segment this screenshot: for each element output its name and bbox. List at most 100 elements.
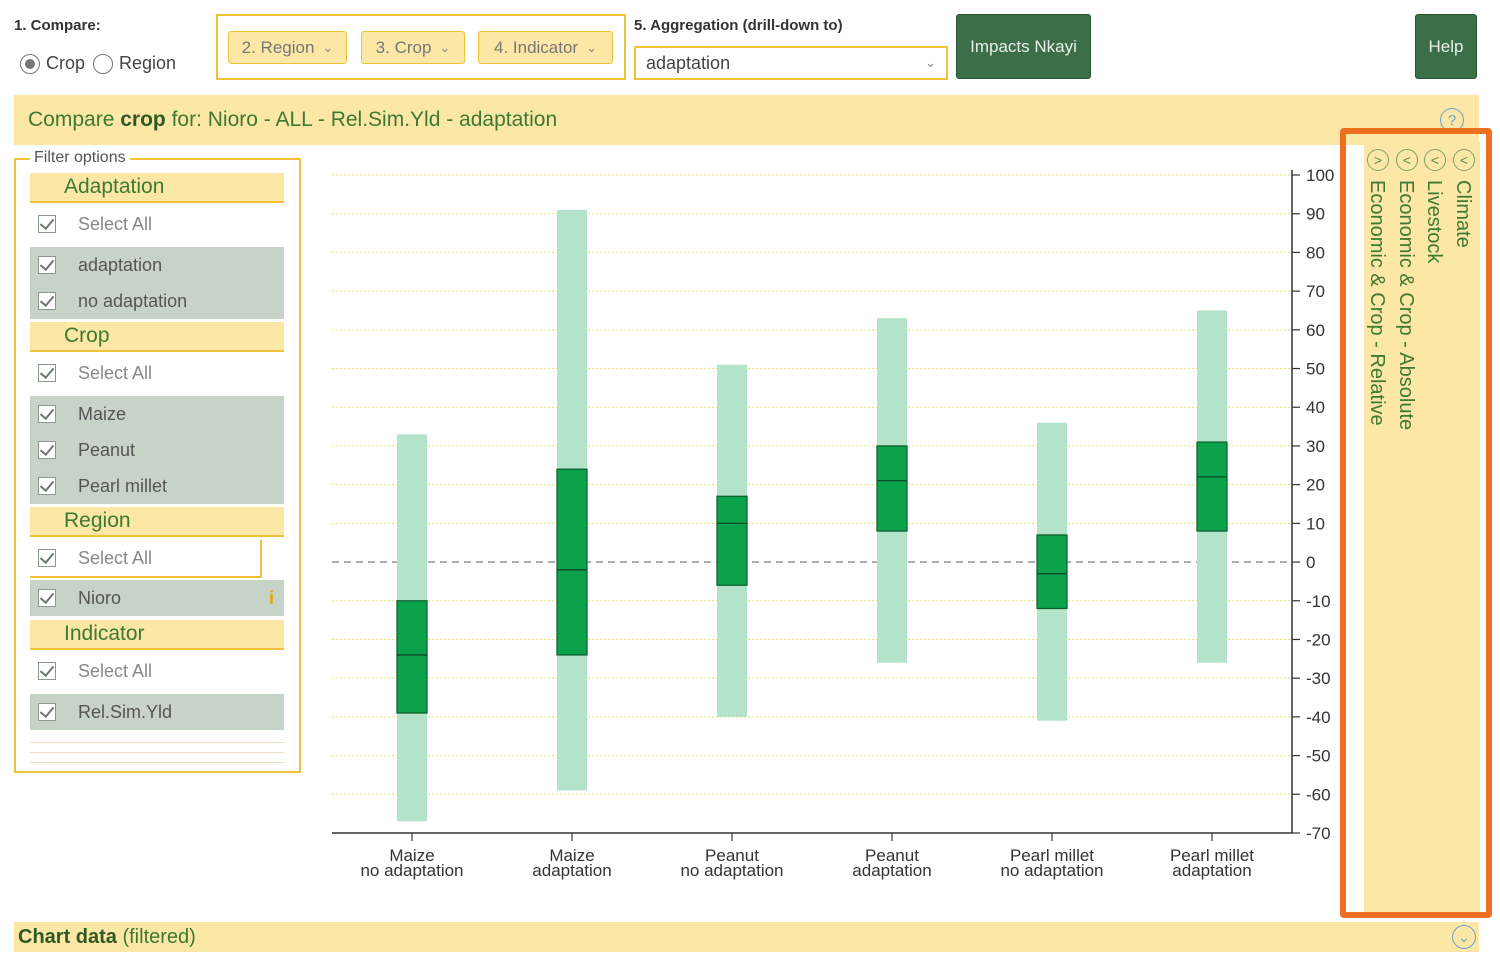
- checkbox-icon[interactable]: [38, 477, 56, 495]
- side-tab-econ-relative[interactable]: Economic & Crop - Relative: [1366, 180, 1388, 426]
- side-tab-climate[interactable]: Climate: [1452, 180, 1474, 248]
- x-tick-label: Peanut: [865, 846, 919, 865]
- x-tick-label: adaptation: [852, 861, 931, 880]
- checkbox-icon[interactable]: [38, 256, 56, 274]
- chart-data-title: Chart data: [18, 925, 117, 948]
- radio-region-label: Region: [119, 53, 177, 73]
- compare-label: 1. Compare:: [14, 17, 101, 34]
- y-tick-label: -70: [1306, 824, 1331, 843]
- info-icon[interactable]: i: [268, 587, 274, 608]
- filter-select-all[interactable]: Select All: [30, 206, 284, 242]
- checkbox-icon[interactable]: [38, 703, 56, 721]
- filter-item-label: Maize: [78, 403, 127, 424]
- y-tick-label: 70: [1306, 282, 1325, 301]
- divider: [30, 742, 284, 743]
- checkbox-icon[interactable]: [38, 441, 56, 459]
- filter-item-label: adaptation: [78, 254, 163, 275]
- expand-down-icon[interactable]: ⌄: [1452, 925, 1476, 949]
- radio-region[interactable]: [93, 53, 114, 74]
- iqr-box: [556, 468, 588, 656]
- help-button-label: Help: [1428, 36, 1464, 56]
- y-tick-label: -60: [1306, 785, 1331, 804]
- filter-section-adaptation: Adaptation: [30, 173, 284, 203]
- x-tick-label: adaptation: [532, 861, 611, 880]
- filter-item[interactable]: no adaptation: [30, 283, 284, 319]
- checkbox-icon[interactable]: [38, 292, 56, 310]
- y-tick-label: -50: [1306, 747, 1331, 766]
- indicator-dropdown[interactable]: 4. Indicator ⌄: [478, 31, 613, 64]
- checkbox-icon[interactable]: [38, 405, 56, 423]
- chevron-right-icon[interactable]: >: [1367, 149, 1389, 171]
- impacts-button-label: Impacts Nkayi: [970, 36, 1077, 56]
- help-button[interactable]: Help: [1415, 14, 1477, 79]
- select-all-label: Select All: [78, 547, 153, 568]
- y-tick-label: -40: [1306, 708, 1331, 727]
- filter-select-all[interactable]: Select All: [30, 355, 284, 391]
- filter-item[interactable]: Nioro i: [30, 580, 284, 616]
- chart-title-bar: Compare crop for: Nioro - ALL - Rel.Sim.…: [14, 95, 1479, 145]
- crop-dropdown[interactable]: 3. Crop ⌄: [361, 31, 465, 64]
- chevron-left-icon[interactable]: <: [1424, 149, 1446, 171]
- filter-section-indicator: Indicator: [30, 620, 284, 650]
- filter-item-label: Pearl millet: [78, 475, 168, 496]
- y-tick-label: 20: [1306, 476, 1325, 495]
- x-tick-label: no adaptation: [680, 861, 783, 880]
- x-tick-label: Pearl millet: [1170, 846, 1254, 865]
- filter-item[interactable]: adaptation: [30, 247, 284, 283]
- filter-select-all[interactable]: Select All: [30, 540, 262, 578]
- filter-item[interactable]: Pearl millet: [30, 468, 284, 504]
- filter-select-all[interactable]: Select All: [30, 653, 284, 689]
- filter-item[interactable]: Rel.Sim.Yld: [30, 694, 284, 730]
- filter-legend: Filter options: [30, 149, 130, 167]
- impacts-button[interactable]: Impacts Nkayi: [956, 14, 1091, 79]
- chart-data-suffix: (filtered): [122, 925, 196, 948]
- x-tick-label: Pearl millet: [1010, 846, 1094, 865]
- filter-panel: [14, 158, 301, 773]
- chevron-left-icon[interactable]: <: [1396, 149, 1418, 171]
- radio-crop-label: Crop: [46, 53, 86, 73]
- chart-title: Compare crop for: Nioro - ALL - Rel.Sim.…: [28, 108, 558, 131]
- x-tick-label: no adaptation: [1000, 861, 1103, 880]
- region-dropdown-label: 2. Region: [241, 37, 315, 57]
- aggregation-value: adaptation: [646, 52, 731, 73]
- box-chart: 1009080706050403020100-10-20-30-40-50-60…: [332, 166, 1334, 880]
- divider: [30, 762, 284, 763]
- select-all-label: Select All: [78, 362, 153, 383]
- side-tab-econ-absolute[interactable]: Economic & Crop - Absolute: [1395, 180, 1417, 431]
- x-tick-label: Maize: [549, 846, 594, 865]
- filter-item-label: Nioro: [78, 587, 122, 608]
- y-tick-label: 30: [1306, 437, 1325, 456]
- iqr-box: [396, 600, 428, 714]
- select-all-label: Select All: [78, 660, 153, 681]
- filter-item[interactable]: Peanut: [30, 432, 284, 468]
- y-tick-label: -20: [1306, 630, 1331, 649]
- x-tick-label: no adaptation: [360, 861, 463, 880]
- radio-crop[interactable]: [20, 53, 40, 74]
- region-dropdown[interactable]: 2. Region ⌄: [228, 31, 347, 64]
- divider: [30, 752, 284, 753]
- y-tick-label: 80: [1306, 243, 1325, 262]
- y-tick-label: 100: [1306, 166, 1334, 185]
- y-tick-label: 0: [1306, 553, 1315, 572]
- filter-item-label: no adaptation: [78, 290, 188, 311]
- checkbox-icon[interactable]: [38, 364, 56, 382]
- side-tab-livestock[interactable]: Livestock: [1423, 180, 1445, 264]
- aggregation-select[interactable]: adaptation ⌄: [634, 46, 948, 80]
- y-tick-label: 50: [1306, 360, 1325, 379]
- x-tick-label: adaptation: [1172, 861, 1251, 880]
- filter-section-region: Region: [30, 507, 284, 537]
- x-tick-label: Maize: [389, 846, 434, 865]
- filter-section-crop: Crop: [30, 322, 284, 352]
- chevron-left-icon[interactable]: <: [1453, 149, 1475, 171]
- filter-item-label: Rel.Sim.Yld: [78, 701, 173, 722]
- y-tick-label: 10: [1306, 514, 1325, 533]
- chevron-down-icon: ⌄: [586, 39, 597, 55]
- checkbox-icon[interactable]: [38, 589, 56, 607]
- iqr-box: [1036, 534, 1068, 610]
- iqr-box: [716, 495, 748, 586]
- chart-data-bar[interactable]: Chart data (filtered): [14, 922, 1479, 952]
- filter-item[interactable]: Maize: [30, 396, 284, 432]
- checkbox-icon[interactable]: [38, 549, 56, 567]
- checkbox-icon[interactable]: [38, 215, 56, 233]
- checkbox-icon[interactable]: [38, 662, 56, 680]
